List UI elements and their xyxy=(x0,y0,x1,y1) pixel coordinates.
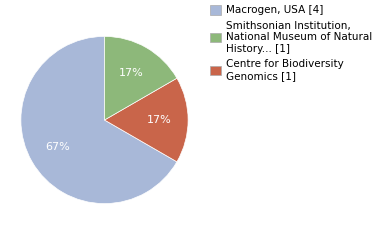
Text: 67%: 67% xyxy=(45,142,70,152)
Text: 17%: 17% xyxy=(146,115,171,125)
Text: 17%: 17% xyxy=(119,68,144,78)
Wedge shape xyxy=(105,36,177,120)
Wedge shape xyxy=(21,36,177,204)
Legend: Macrogen, USA [4], Smithsonian Institution,
National Museum of Natural
History..: Macrogen, USA [4], Smithsonian Instituti… xyxy=(210,5,372,81)
Wedge shape xyxy=(105,78,188,162)
